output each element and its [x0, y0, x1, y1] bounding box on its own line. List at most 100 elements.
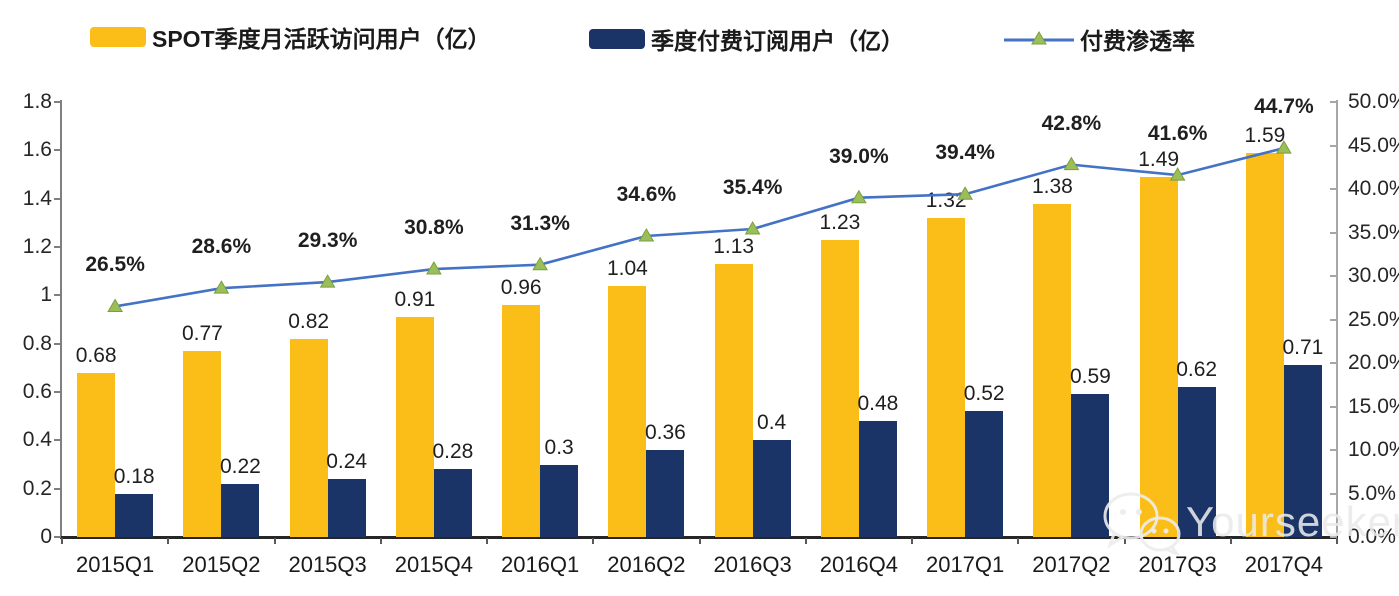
- right-axis-tick-label: 15.0%: [1348, 394, 1399, 418]
- left-axis-tick-label: 1.4: [22, 186, 52, 210]
- right-axis-tick-label: 50.0%: [1348, 90, 1399, 113]
- x-axis-tick: [1336, 538, 1338, 544]
- left-axis-tick: [54, 101, 61, 103]
- penetration-marker-icon: [532, 256, 548, 271]
- left-axis-line: [60, 100, 62, 537]
- right-axis-tick-label: 40.0%: [1348, 177, 1399, 200]
- left-axis-tick-label: 0.8: [22, 331, 52, 355]
- x-axis-label-2016Q1: 2016Q1: [500, 552, 580, 577]
- right-axis-tick: [1330, 362, 1337, 364]
- bar-subscribers-2015Q4: [433, 469, 472, 537]
- penetration-marker-icon: [1063, 156, 1080, 171]
- mau-legend-label: SPOT季度月活跃访问用户（亿）: [152, 26, 491, 52]
- left-axis-tick-label: 0.2: [22, 476, 52, 500]
- left-axis-tick-label: 1.8: [22, 90, 52, 113]
- right-axis-tick-label: 10.0%: [1348, 438, 1399, 461]
- left-axis-tick-label: 0: [40, 525, 52, 548]
- bar-label-subscribers-2015Q3: 0.24: [326, 450, 368, 473]
- right-axis-tick: [1330, 188, 1337, 190]
- x-axis-tick: [1229, 538, 1232, 544]
- right-axis-tick-label: 35.0%: [1348, 220, 1399, 244]
- bar-subscribers-2015Q3: [327, 479, 366, 537]
- x-axis-tick: [1017, 538, 1020, 544]
- x-axis-label-2015Q4: 2015Q4: [394, 552, 474, 577]
- x-axis-tick: [273, 538, 276, 544]
- right-axis-tick-label: 0.0%: [1348, 525, 1396, 548]
- bar-subscribers-2017Q4: [1283, 365, 1322, 537]
- wechat-icon: [1103, 492, 1181, 555]
- x-axis-label-2017Q3: 2017Q3: [1138, 552, 1217, 577]
- right-axis-tick-label: 45.0%: [1348, 133, 1399, 157]
- x-axis-tick: [379, 538, 382, 544]
- bar-label-mau-2017Q4: 1.59: [1244, 123, 1286, 147]
- legend-item-subscribers: 季度付费订阅用户（亿）: [589, 22, 904, 56]
- right-axis-tick: [1330, 231, 1337, 234]
- bar-mau-2017Q1: [927, 218, 966, 537]
- x-axis-label-2017Q4: 2017Q4: [1244, 552, 1324, 577]
- penetration-marker-icon: [638, 227, 655, 242]
- bar-mau-2016Q4: [820, 239, 859, 537]
- subscribers-legend-label: 季度付费订阅用户（亿）: [651, 28, 904, 54]
- penetration-marker-icon: [851, 189, 867, 204]
- bar-label-mau-2016Q3: 1.13: [713, 234, 755, 258]
- left-axis-tick: [54, 294, 61, 297]
- left-axis-tick-label: 0.4: [22, 428, 52, 452]
- bar-label-subscribers-2015Q1: 0.18: [113, 464, 155, 488]
- penetration-marker-icon: [319, 274, 336, 288]
- penetration-label-2017Q2: 42.8%: [1041, 111, 1102, 135]
- right-axis-tick-label: 25.0%: [1348, 307, 1399, 331]
- x-axis-tick: [486, 538, 488, 544]
- x-axis-label-2017Q2: 2017Q2: [1032, 552, 1111, 577]
- bar-label-subscribers-2015Q2: 0.22: [219, 454, 261, 478]
- bar-label-mau-2015Q2: 0.77: [181, 321, 223, 345]
- left-axis-tick: [54, 246, 61, 248]
- bar-subscribers-2017Q2: [1071, 394, 1110, 537]
- bar-subscribers-2017Q3: [1177, 387, 1216, 537]
- x-axis-label-2017Q1: 2017Q1: [925, 552, 1005, 577]
- left-axis-tick: [54, 536, 61, 538]
- bar-label-subscribers-2015Q4: 0.28: [432, 440, 474, 464]
- penetration-label-2016Q1: 31.3%: [510, 211, 570, 235]
- bar-label-subscribers-2017Q2: 0.59: [1069, 365, 1111, 389]
- x-axis-tick: [698, 538, 701, 544]
- right-axis-tick-label: 20.0%: [1348, 351, 1399, 374]
- right-axis-tick: [1330, 405, 1337, 408]
- x-axis-label-2015Q1: 2015Q1: [75, 552, 155, 577]
- penetration-legend-label: 付费渗透率: [1080, 28, 1195, 54]
- x-axis-tick: [804, 538, 807, 544]
- bar-label-subscribers-2016Q1: 0.3: [544, 435, 574, 459]
- right-axis-tick: [1330, 449, 1337, 451]
- x-axis-tick: [1123, 538, 1126, 544]
- watermark-text: Yourseeker: [1186, 498, 1399, 545]
- bar-subscribers-2015Q1: [115, 493, 154, 537]
- left-axis-tick: [54, 439, 61, 442]
- right-axis-tick-label: 30.0%: [1348, 264, 1399, 287]
- bar-label-mau-2017Q3: 1.49: [1138, 147, 1180, 171]
- penetration-marker-icon: [426, 261, 442, 275]
- left-axis-tick: [54, 149, 61, 152]
- bottom-axis-line: [60, 536, 1338, 539]
- bar-mau-2016Q2: [608, 285, 647, 537]
- left-axis-tick-label: 1.2: [22, 235, 52, 258]
- bar-mau-2015Q1: [77, 372, 116, 537]
- bar-mau-2015Q2: [183, 350, 222, 537]
- bar-label-mau-2015Q3: 0.82: [288, 309, 330, 333]
- bar-mau-2016Q1: [502, 305, 541, 537]
- watermark: Yourseeker: [1098, 489, 1399, 555]
- line-triangle-icon: [1004, 31, 1074, 45]
- penetration-marker-icon: [744, 221, 761, 235]
- bar-label-subscribers-2016Q3: 0.4: [757, 411, 787, 435]
- bar-mau-2015Q3: [289, 338, 328, 537]
- right-axis-tick: [1330, 144, 1337, 147]
- left-axis-tick: [54, 391, 61, 393]
- right-axis-tick: [1330, 492, 1337, 495]
- bar-label-subscribers-2017Q3: 0.62: [1176, 358, 1218, 382]
- right-axis-tick: [1330, 101, 1337, 103]
- bar-subscribers-2016Q2: [646, 450, 685, 537]
- left-axis-tick: [54, 342, 61, 345]
- penetration-legend-marker: [1004, 29, 1074, 49]
- bar-subscribers-2015Q2: [221, 483, 260, 537]
- penetration-marker-icon: [213, 280, 230, 294]
- left-axis-tick-label: 1: [40, 283, 52, 307]
